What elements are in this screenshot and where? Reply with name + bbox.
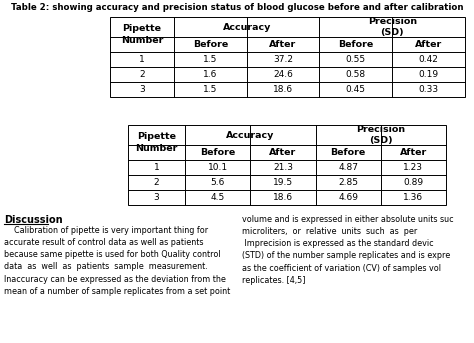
Text: 5.6: 5.6 [210, 178, 225, 187]
Text: 21.3: 21.3 [273, 163, 293, 172]
Text: 19.5: 19.5 [273, 178, 293, 187]
Text: After: After [400, 148, 427, 157]
Text: Table 2: showing accuracy and precision status of blood glucose before and after: Table 2: showing accuracy and precision … [11, 3, 463, 12]
Text: After: After [269, 40, 297, 49]
Text: 1.5: 1.5 [203, 85, 218, 94]
Text: Before: Before [338, 40, 374, 49]
Text: 2: 2 [154, 178, 159, 187]
Text: Before: Before [330, 148, 366, 157]
Text: 1: 1 [139, 55, 145, 64]
Text: After: After [269, 148, 297, 157]
Text: Accuracy: Accuracy [226, 130, 274, 140]
Text: Before: Before [200, 148, 236, 157]
Text: Pipette
Number: Pipette Number [121, 24, 163, 45]
Text: 3: 3 [139, 85, 145, 94]
Bar [110, 17, 465, 97]
Text: 1.5: 1.5 [203, 55, 218, 64]
Text: volume and is expressed in either absolute units suc
microliters,  or  relative : volume and is expressed in either absolu… [242, 215, 454, 285]
Text: Calibration of pipette is very important thing for
accurate result of control da: Calibration of pipette is very important… [4, 226, 230, 296]
Text: 24.6: 24.6 [273, 70, 293, 79]
Text: 10.1: 10.1 [208, 163, 228, 172]
Text: Before: Before [192, 40, 228, 49]
Text: 4.69: 4.69 [338, 193, 358, 202]
Text: 18.6: 18.6 [273, 85, 293, 94]
Text: 18.6: 18.6 [273, 193, 293, 202]
Text: 4.87: 4.87 [338, 163, 358, 172]
Text: 2: 2 [139, 70, 145, 79]
Text: Discussion: Discussion [4, 215, 63, 225]
Text: 3: 3 [154, 193, 159, 202]
Text: Precision
(SD): Precision (SD) [356, 125, 405, 145]
Text: 2.85: 2.85 [338, 178, 358, 187]
Text: 0.55: 0.55 [346, 55, 366, 64]
Text: 1.23: 1.23 [403, 163, 423, 172]
Text: 0.45: 0.45 [346, 85, 366, 94]
Text: 0.89: 0.89 [403, 178, 423, 187]
Text: 0.42: 0.42 [419, 55, 438, 64]
Text: Precision
(SD): Precision (SD) [368, 17, 417, 37]
Text: After: After [415, 40, 442, 49]
Text: 0.58: 0.58 [346, 70, 366, 79]
Text: 1: 1 [154, 163, 159, 172]
Text: 1.36: 1.36 [403, 193, 423, 202]
Text: 0.19: 0.19 [419, 70, 438, 79]
Bar [128, 125, 446, 205]
Text: Accuracy: Accuracy [222, 23, 271, 32]
Text: Pipette
Number: Pipette Number [136, 132, 178, 153]
Text: 0.33: 0.33 [419, 85, 438, 94]
Text: 1.6: 1.6 [203, 70, 218, 79]
Text: 4.5: 4.5 [211, 193, 225, 202]
Text: 37.2: 37.2 [273, 55, 293, 64]
